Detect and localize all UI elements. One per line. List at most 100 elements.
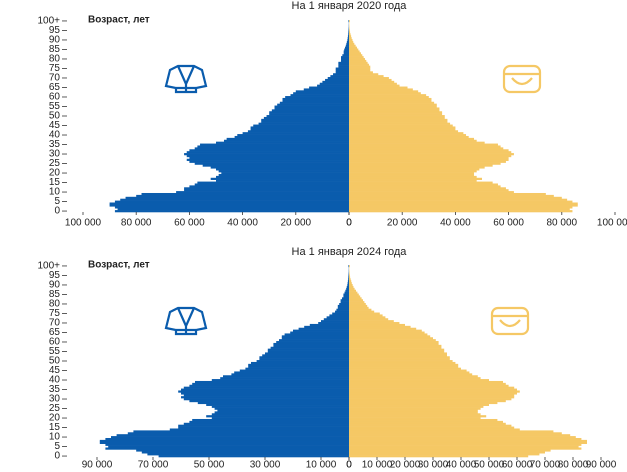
- bar: [349, 107, 440, 110]
- bar: [248, 365, 349, 368]
- bar: [349, 422, 506, 425]
- bar: [330, 75, 349, 78]
- bar: [349, 418, 498, 422]
- bar: [349, 52, 361, 55]
- bar: [349, 407, 481, 410]
- bar: [349, 392, 517, 395]
- bar: [147, 453, 349, 456]
- bar: [349, 120, 448, 123]
- bar: [349, 390, 520, 393]
- bar: [349, 441, 587, 444]
- bar: [220, 377, 349, 380]
- bar: [349, 113, 443, 116]
- bar: [349, 189, 509, 192]
- bar: [349, 274, 350, 277]
- y-tick-label: 40: [49, 130, 61, 141]
- bar: [349, 354, 447, 357]
- bar: [202, 164, 349, 167]
- bar: [309, 86, 349, 89]
- bar: [349, 323, 405, 327]
- bar: [349, 413, 481, 416]
- bar: [216, 141, 349, 144]
- bar: [349, 59, 367, 63]
- bar: [349, 77, 389, 80]
- bar: [303, 88, 349, 91]
- bar: [349, 86, 408, 89]
- bar: [178, 426, 349, 429]
- y-tick-label: 95: [49, 270, 61, 281]
- bar: [346, 285, 349, 289]
- y-tick-label: 60: [49, 92, 61, 103]
- bar: [290, 331, 349, 334]
- bar: [184, 187, 349, 190]
- bar: [263, 116, 349, 120]
- bar: [197, 181, 349, 184]
- bar: [194, 147, 349, 150]
- bar: [189, 420, 349, 424]
- bar: [197, 401, 349, 405]
- bar: [116, 434, 349, 437]
- bar: [349, 358, 450, 361]
- bar: [349, 187, 506, 190]
- bar: [337, 306, 349, 310]
- bar: [347, 284, 349, 287]
- x-tick-label: 10 000: [362, 460, 393, 471]
- bar: [117, 208, 349, 211]
- bar: [349, 115, 445, 118]
- bar: [189, 399, 349, 403]
- bar: [216, 175, 349, 179]
- y-tick-label: 85: [49, 44, 61, 55]
- bar: [349, 156, 509, 160]
- bar: [349, 31, 351, 34]
- bar: [99, 439, 349, 443]
- bar: [349, 177, 482, 180]
- bar: [337, 304, 349, 308]
- bar: [347, 35, 349, 38]
- bar: [348, 276, 349, 279]
- bar: [349, 185, 501, 188]
- bar: [218, 170, 349, 173]
- bar: [258, 122, 349, 125]
- female-icon: [502, 64, 542, 94]
- bar: [210, 177, 349, 180]
- bar: [322, 80, 349, 84]
- bar: [349, 437, 582, 441]
- y-tick-label: 20: [49, 413, 61, 424]
- bar: [349, 103, 437, 106]
- bar: [262, 354, 349, 357]
- bar: [114, 210, 349, 213]
- bar: [349, 208, 570, 211]
- bar: [218, 173, 349, 177]
- bar: [317, 84, 349, 87]
- bar: [248, 363, 349, 367]
- bar: [192, 382, 349, 386]
- bar: [293, 92, 349, 95]
- y-tick-label: 10: [49, 432, 61, 443]
- y-tick-label: 30: [49, 149, 61, 160]
- bar: [349, 29, 350, 32]
- bar: [349, 200, 573, 203]
- x-tick-label: 100 000: [597, 218, 627, 229]
- bar: [349, 282, 352, 285]
- bar: [349, 403, 489, 406]
- bar: [349, 276, 351, 279]
- x-tick-label: 60 000: [502, 460, 533, 471]
- y-tick-label: 5: [54, 441, 60, 452]
- x-tick-label: 20 000: [390, 460, 421, 471]
- y-tick-label: 75: [49, 63, 61, 74]
- bar: [298, 327, 349, 330]
- bar: [267, 348, 349, 351]
- bar: [349, 356, 450, 359]
- x-tick-label: 70 000: [138, 460, 169, 471]
- bar: [349, 101, 435, 104]
- bar: [105, 437, 350, 441]
- bar: [349, 365, 459, 368]
- bar: [349, 44, 356, 47]
- bar: [349, 20, 350, 23]
- y-tick-label: 100+: [37, 261, 60, 272]
- bar: [125, 196, 349, 199]
- bar: [349, 143, 498, 146]
- bar: [349, 75, 384, 78]
- bar: [111, 436, 349, 439]
- bar: [349, 124, 453, 127]
